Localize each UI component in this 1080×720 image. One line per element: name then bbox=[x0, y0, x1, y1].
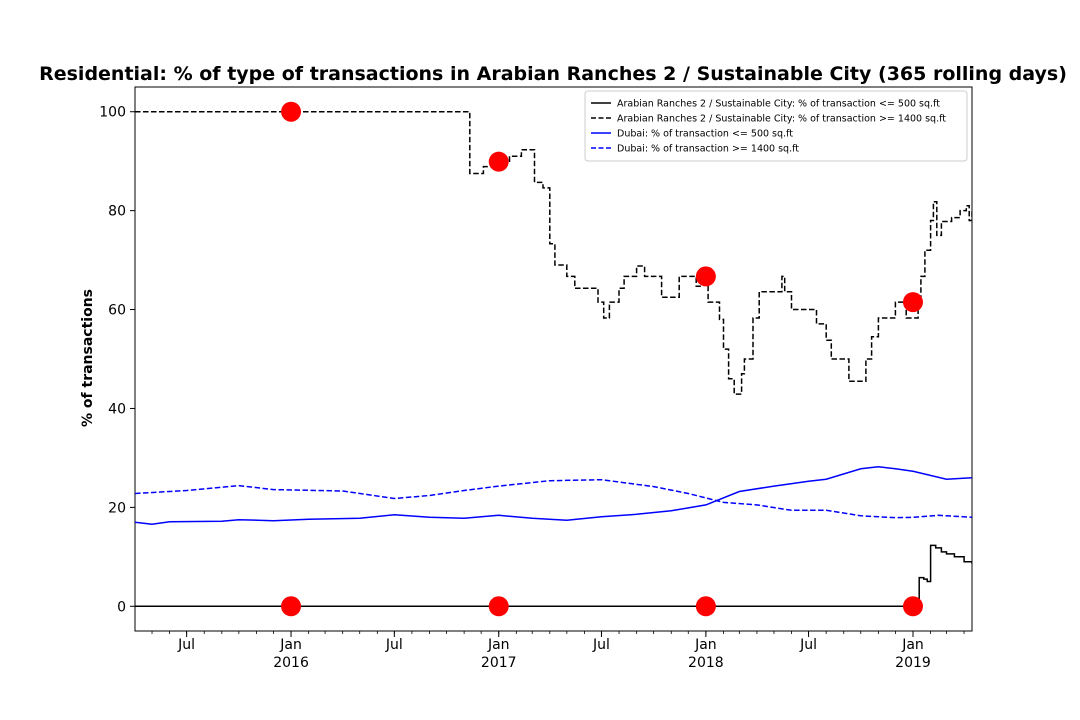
x-tick-label: Jul bbox=[799, 637, 817, 653]
marker-point bbox=[488, 596, 509, 617]
y-tick-label: 60 bbox=[108, 303, 126, 319]
x-tick-label: Jan bbox=[487, 637, 510, 653]
x-tick-year-label: 2016 bbox=[273, 655, 309, 671]
series-line-4 bbox=[135, 478, 972, 519]
y-tick-label: 100 bbox=[99, 105, 126, 121]
y-tick-label: 20 bbox=[108, 500, 126, 516]
x-tick-label: Jan bbox=[279, 637, 302, 653]
marker-point bbox=[695, 266, 716, 287]
marker-point bbox=[902, 596, 923, 617]
legend: Arabian Ranches 2 / Sustainable City: % … bbox=[584, 90, 968, 162]
y-tick-label: 40 bbox=[108, 401, 126, 417]
x-tick-label: Jul bbox=[385, 637, 403, 653]
marker-point bbox=[281, 596, 302, 617]
x-tick-label: Jan bbox=[694, 637, 717, 653]
x-tick-year-label: 2019 bbox=[895, 655, 931, 671]
marker-point bbox=[488, 151, 509, 172]
y-axis-label: % of transactions bbox=[80, 289, 96, 427]
x-tick-label: Jan bbox=[901, 637, 924, 653]
marker-point bbox=[902, 292, 923, 313]
legend-label-4: Dubai: % of transaction >= 1400 sq.ft bbox=[617, 144, 799, 155]
x-tick-year-label: 2018 bbox=[688, 655, 724, 671]
y-tick-label: 0 bbox=[117, 599, 126, 615]
legend-label-1: Arabian Ranches 2 / Sustainable City: % … bbox=[617, 99, 940, 110]
x-tick-label: Jul bbox=[177, 637, 195, 653]
legend-label-2: Arabian Ranches 2 / Sustainable City: % … bbox=[617, 114, 946, 125]
x-tick-label: Jul bbox=[592, 637, 610, 653]
marker-point bbox=[281, 101, 302, 122]
legend-label-3: Dubai: % of transaction <= 500 sq.ft bbox=[617, 129, 793, 140]
series-line-2 bbox=[135, 110, 972, 395]
legend-box bbox=[584, 90, 968, 162]
marker-point bbox=[695, 596, 716, 617]
plot-frame bbox=[134, 86, 973, 632]
series-line-1 bbox=[135, 544, 972, 608]
x-tick-year-label: 2017 bbox=[481, 655, 517, 671]
y-tick-label: 80 bbox=[108, 204, 126, 220]
chart-title: Residential: % of type of transactions i… bbox=[39, 63, 1067, 85]
plot-area: 0 20 40 60 80 100 Jul Jan 2016 Jul Jan 2017 Jul Jan 20… bbox=[99, 86, 973, 671]
series-line-3 bbox=[135, 466, 972, 525]
